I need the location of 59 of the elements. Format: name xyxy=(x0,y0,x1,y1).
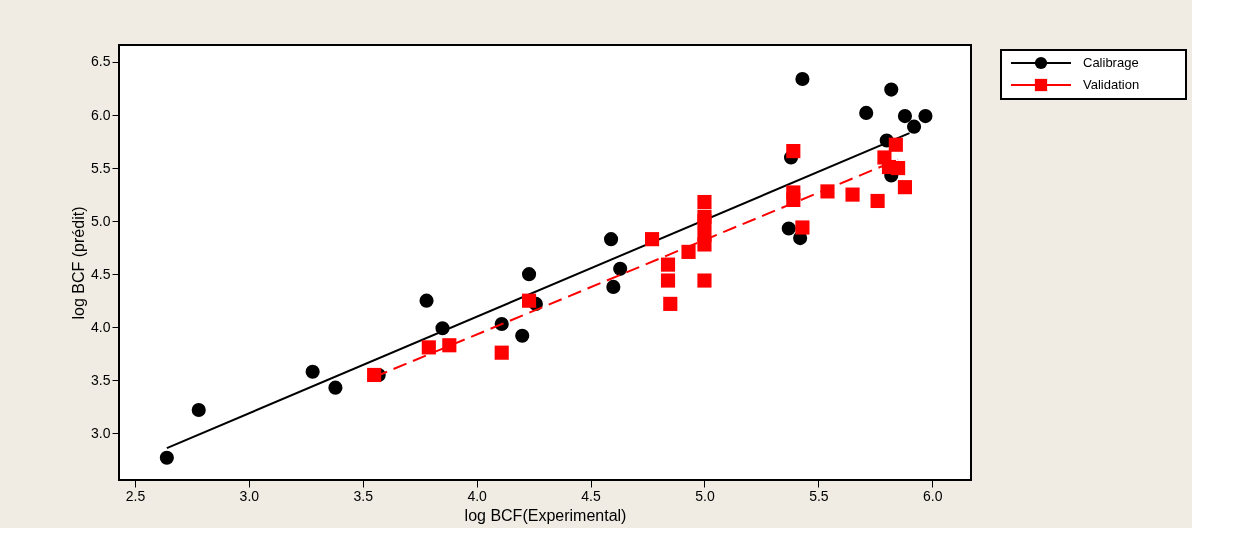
y-tick-label: 6.5 xyxy=(91,53,111,70)
x-tick-label: 4.0 xyxy=(467,487,488,504)
point xyxy=(645,232,660,247)
x-axis-title: log BCF(Experimental) xyxy=(464,506,627,524)
point xyxy=(606,279,621,294)
point xyxy=(781,221,796,236)
point xyxy=(521,267,537,282)
x-tick-label: 5.5 xyxy=(809,487,829,504)
point xyxy=(191,402,206,418)
point xyxy=(442,338,457,353)
x-tick-label: 2.5 xyxy=(125,487,146,504)
y-tick-label: 5.5 xyxy=(91,159,111,176)
y-tick-label: 5.0 xyxy=(91,212,111,229)
point xyxy=(795,71,810,87)
point xyxy=(888,137,903,152)
legend-label: Calibrage xyxy=(1083,55,1139,70)
point xyxy=(660,273,676,288)
point xyxy=(515,328,530,343)
point xyxy=(697,273,712,288)
point xyxy=(897,180,913,195)
point xyxy=(305,364,320,379)
point xyxy=(660,257,676,272)
point xyxy=(603,232,619,247)
point xyxy=(419,293,434,308)
y-tick-label: 3.0 xyxy=(91,424,111,441)
point xyxy=(918,109,933,124)
point xyxy=(891,161,906,176)
point xyxy=(159,450,174,465)
x-tick-label: 3.5 xyxy=(353,487,374,504)
point xyxy=(859,105,874,120)
point xyxy=(786,144,801,159)
point xyxy=(897,109,913,124)
point xyxy=(421,340,436,355)
point xyxy=(820,184,835,199)
point xyxy=(845,187,860,202)
y-tick-label: 4.0 xyxy=(91,318,111,335)
point xyxy=(681,244,696,259)
x-tick-label: 3.0 xyxy=(239,487,260,504)
point xyxy=(328,380,343,395)
point xyxy=(367,367,382,383)
point xyxy=(795,220,810,235)
x-tick-label: 5.0 xyxy=(695,487,715,504)
point xyxy=(884,82,899,97)
x-tick-label: 6.0 xyxy=(923,487,943,504)
point xyxy=(697,194,712,210)
point xyxy=(663,296,678,311)
y-tick-label: 6.0 xyxy=(91,106,111,123)
point xyxy=(870,193,885,209)
point xyxy=(494,345,509,360)
point xyxy=(521,293,537,308)
x-tick-label: 4.5 xyxy=(581,487,601,504)
legend-label: Validation xyxy=(1083,77,1140,92)
point xyxy=(906,119,922,134)
point xyxy=(697,214,712,229)
point xyxy=(613,261,628,276)
y-tick-label: 3.5 xyxy=(91,371,111,388)
y-tick-label: 4.5 xyxy=(91,265,111,282)
y-axis-title: log BCF (prédit) xyxy=(70,206,88,320)
point xyxy=(697,237,712,252)
